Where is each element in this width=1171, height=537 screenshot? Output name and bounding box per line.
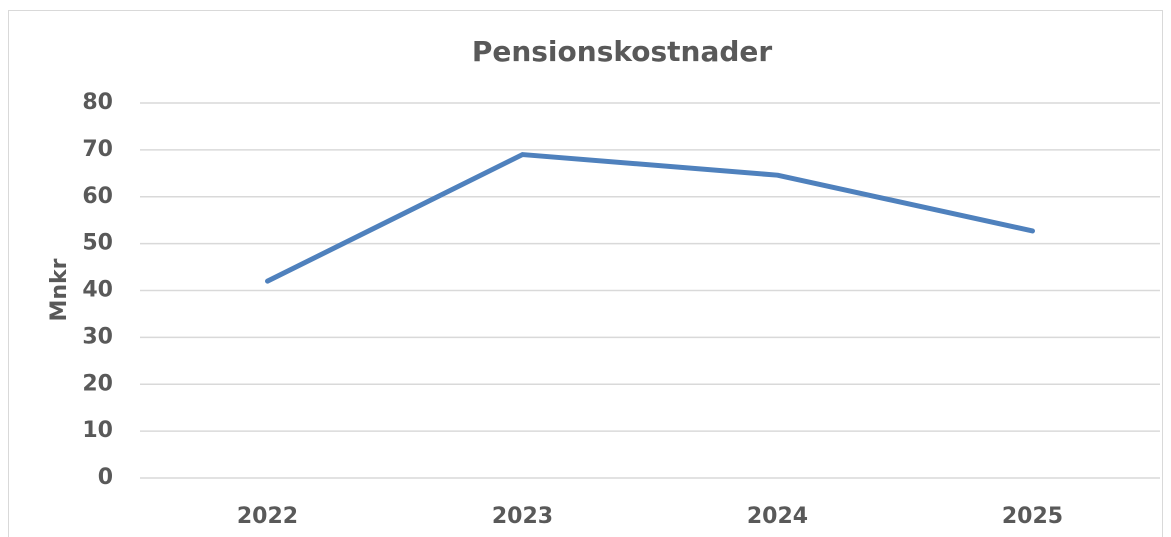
y-tick-label: 70 — [82, 137, 113, 162]
x-tick-label: 2025 — [1002, 504, 1063, 529]
chart-title: Pensionskostnader — [472, 35, 773, 68]
x-tick-label: 2022 — [237, 504, 298, 529]
y-tick-label: 50 — [82, 231, 113, 256]
y-tick-label: 30 — [82, 324, 113, 349]
x-tick-label: 2024 — [747, 504, 808, 529]
y-tick-label: 60 — [82, 184, 113, 209]
y-tick-label: 10 — [82, 418, 113, 443]
x-tick-label: 2023 — [492, 504, 553, 529]
y-tick-label: 20 — [82, 371, 113, 396]
chart-border — [8, 10, 1163, 537]
y-axis-label: Mnkr — [47, 258, 72, 321]
y-tick-label: 80 — [82, 90, 113, 115]
y-tick-label: 40 — [82, 278, 113, 303]
line-series — [265, 152, 1035, 284]
y-tick-label: 0 — [98, 465, 113, 490]
